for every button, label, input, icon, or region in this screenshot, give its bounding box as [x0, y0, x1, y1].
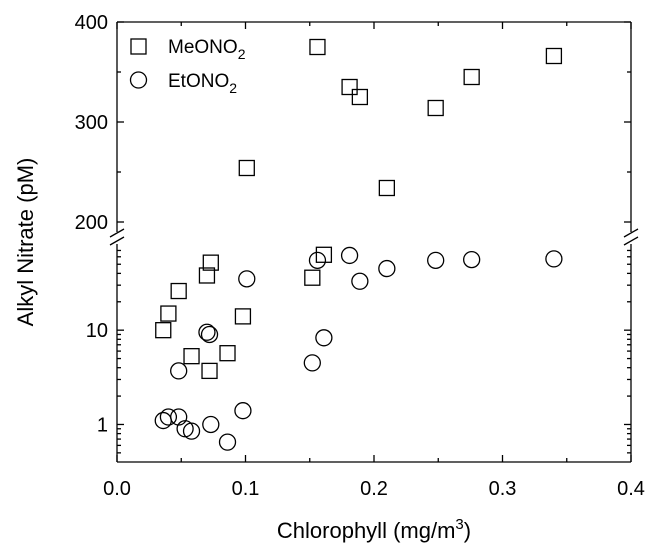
etono2-point [170, 408, 188, 426]
legend-label-etono2: EtONO2 [168, 71, 237, 96]
etono2-point [351, 272, 369, 290]
x-tick-label: 0.0 [103, 478, 131, 500]
etono2-point [154, 411, 172, 430]
etono2-point [315, 329, 333, 347]
y-axis-title: Alkyl Nitrate (pM) [13, 158, 38, 327]
meono2-point [427, 99, 444, 117]
y-tick-label: 200 [75, 212, 108, 234]
meono2-point [160, 305, 177, 322]
axis-break-marks [109, 228, 639, 246]
meono2-point [315, 246, 333, 263]
etono2-point [234, 402, 252, 420]
meono2-point [183, 348, 200, 365]
legend-circle-marker [129, 71, 148, 89]
meono2-point [351, 88, 369, 106]
axis-ticks: 0.0 0.1 0.2 0.3 0.4 1 10 200 300 400 [75, 12, 645, 500]
y-tick-label: 1 [97, 414, 108, 436]
etono2-point [303, 354, 321, 372]
x-axis-title: Chlorophyll (mg/m3) [277, 516, 471, 543]
etono2-point [218, 433, 237, 451]
meono2-point [304, 269, 321, 286]
etono2-point [238, 270, 256, 288]
etono2-point [340, 246, 359, 265]
etono2-point [308, 251, 327, 269]
data-marks [154, 38, 563, 451]
meono2-point [234, 308, 252, 325]
etono2-point [378, 259, 396, 278]
meono2-point [202, 254, 219, 271]
axis-break-slash [623, 228, 639, 238]
meono2-point [309, 38, 326, 56]
axis-break-slash [109, 236, 125, 246]
x-tick-label: 0.2 [360, 478, 388, 500]
meono2-point [170, 282, 187, 300]
legend-label-meono2: MeONO2 [168, 37, 246, 62]
meono2-point [201, 362, 218, 380]
meono2-point [198, 267, 216, 284]
x-tick-label: 0.4 [617, 478, 645, 500]
meono2-point [238, 159, 255, 177]
y-tick-label: 400 [75, 12, 108, 34]
meono2-point [219, 345, 236, 362]
x-tick-label: 0.1 [232, 478, 260, 500]
meono2-point [155, 322, 172, 339]
etono2-point [170, 362, 188, 380]
legend-square-marker [130, 38, 147, 55]
y-tick-label: 300 [75, 112, 108, 134]
etono2-point [427, 251, 445, 269]
meono2-point [463, 68, 480, 86]
meono2-point [341, 78, 358, 96]
etono2-point [159, 408, 178, 426]
etono2-point [182, 422, 201, 440]
etono2-point [200, 325, 219, 344]
etono2-point [463, 250, 481, 269]
etono2-point [198, 323, 216, 341]
etono2-point [202, 415, 220, 434]
y-tick-label: 10 [86, 320, 108, 342]
etono2-point [545, 250, 563, 268]
axis-break-slash [109, 228, 125, 238]
legend: MeONO2 EtONO2 [129, 37, 246, 96]
meono2-point [545, 47, 563, 65]
axis-break-slash [623, 236, 639, 246]
meono2-point [378, 179, 396, 197]
x-tick-label: 0.3 [489, 478, 517, 500]
